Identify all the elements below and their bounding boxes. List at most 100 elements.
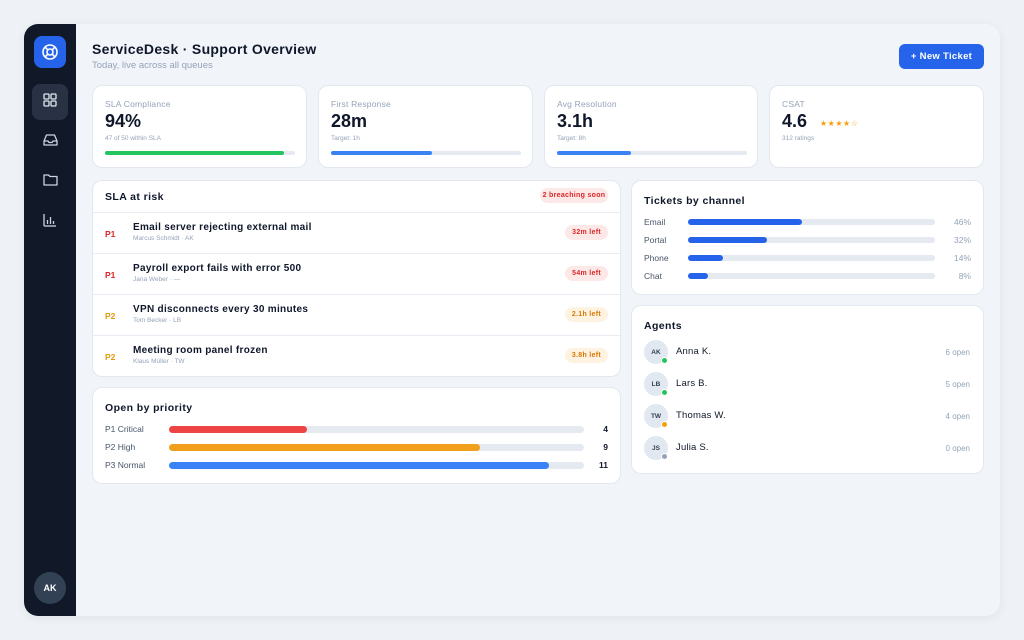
channel-percent: 14% [953, 253, 971, 263]
ticket-title: VPN disconnects every 30 minutes [133, 304, 309, 315]
kpi-value: 94% [105, 111, 142, 131]
channel-label: Email [644, 217, 666, 227]
sidebar-item-folders[interactable] [32, 164, 68, 200]
agent-open-count: 6 open [945, 348, 970, 357]
open-by-priority-card: Open by priority P1 Critical 4 P2 High 9… [92, 387, 621, 484]
app-window: AK ServiceDesk · Support Overview Today,… [24, 24, 1000, 616]
status-dot [661, 421, 668, 428]
kpi-subtext: 312 ratings [782, 135, 815, 142]
kpi-subtext: 47 of 50 within SLA [105, 135, 162, 142]
priority-row-label: P3 Normal [105, 460, 146, 470]
page-subtitle: Today, live across all queues [92, 60, 213, 71]
priority-label: P1 [105, 270, 116, 280]
kpi-card-avg-resolution: Avg Resolution 3.1h Target: 8h [544, 85, 758, 168]
channel-bar-track [688, 273, 935, 279]
priority-bar-fill [169, 444, 481, 451]
card-title: SLA at risk [105, 191, 164, 203]
sidebar-item-inbox[interactable] [32, 124, 68, 160]
agent-name: Lars B. [676, 378, 708, 389]
folder-icon [42, 173, 58, 191]
agent-row[interactable]: TW Thomas W. 4 open [632, 402, 982, 430]
agent-open-count: 4 open [945, 412, 970, 421]
priority-count: 11 [599, 460, 608, 470]
agent-row[interactable]: AK Anna K. 6 open [632, 338, 982, 366]
sla-ticket-row[interactable]: P1 Payroll export fails with error 500 J… [93, 253, 620, 294]
card-title: Tickets by channel [644, 195, 745, 207]
ticket-title: Meeting room panel frozen [133, 345, 268, 356]
agent-row[interactable]: LB Lars B. 5 open [632, 370, 982, 398]
agent-name: Thomas W. [676, 410, 726, 421]
kpi-card-csat: CSAT 4.6 ★★★★☆ 312 ratings [769, 85, 984, 168]
kpi-value: 3.1h [557, 111, 594, 131]
inbox-icon [42, 133, 58, 152]
grid-icon [43, 92, 57, 112]
kpi-progress-track [557, 151, 747, 155]
channel-bar-fill [688, 219, 802, 225]
main-content: ServiceDesk · Support Overview Today, li… [76, 24, 1000, 616]
channel-label: Portal [644, 235, 667, 245]
agent-name: Anna K. [676, 346, 712, 357]
agent-open-count: 5 open [945, 380, 970, 389]
new-ticket-button[interactable]: + New Ticket [899, 44, 984, 69]
time-left-badge: 2.1h left [564, 307, 608, 322]
ticket-meta: Tom Becker · LB [133, 317, 182, 324]
ticket-meta: Marcus Schmidt · AK [133, 235, 194, 242]
tickets-by-channel-card: Tickets by channel Email 46% Portal 32% … [631, 180, 984, 295]
sla-ticket-row[interactable]: P2 VPN disconnects every 30 minutes Tom … [93, 294, 620, 335]
status-dot [661, 357, 668, 364]
priority-bar-fill [169, 462, 550, 469]
ticket-meta: Jana Weber · — [133, 276, 181, 283]
sla-ticket-row[interactable]: P2 Meeting room panel frozen Klaus Mülle… [93, 335, 620, 376]
time-left-badge: 32m left [565, 225, 608, 240]
channel-bar-fill [688, 273, 708, 279]
kpi-label: SLA Compliance [105, 99, 171, 109]
status-dot [661, 453, 668, 460]
priority-label: P2 [105, 352, 116, 362]
sla-at-risk-card: SLA at risk 2 breaching soon P1 Email se… [92, 180, 621, 377]
priority-count: 9 [603, 442, 608, 452]
kpi-card-sla-compliance: SLA Compliance 94% 47 of 50 within SLA [92, 85, 307, 168]
channel-bar-fill [688, 237, 768, 243]
priority-count: 4 [603, 424, 608, 434]
priority-bar-track [169, 426, 584, 433]
kpi-label: First Response [331, 99, 391, 109]
kpi-subtext: Target: 1h [331, 135, 360, 142]
agent-open-count: 0 open [945, 444, 970, 453]
card-title: Open by priority [105, 402, 193, 414]
channel-bar-track [688, 219, 935, 225]
ticket-meta: Klaus Müller · TW [133, 358, 185, 365]
sidebar-item-reports[interactable] [32, 204, 68, 240]
priority-label: P2 [105, 311, 116, 321]
priority-bar-track [169, 462, 584, 469]
channel-percent: 32% [953, 235, 971, 245]
page-title: ServiceDesk · Support Overview [92, 41, 317, 57]
ticket-title: Email server rejecting external mail [133, 222, 312, 233]
priority-row-label: P1 Critical [105, 424, 144, 434]
sla-ticket-row[interactable]: P1 Email server rejecting external mail … [93, 212, 620, 253]
kpi-label: Avg Resolution [557, 99, 617, 109]
ticket-title: Payroll export fails with error 500 [133, 263, 302, 274]
channel-percent: 8% [958, 271, 971, 281]
card-title: Agents [644, 320, 682, 332]
kpi-label: CSAT [782, 99, 805, 109]
user-avatar[interactable]: AK [34, 572, 66, 604]
kpi-value: 4.6 [782, 111, 808, 131]
kpi-card-first-response: First Response 28m Target: 1h [318, 85, 533, 168]
kpi-subtext: Target: 8h [557, 135, 586, 142]
kpi-value: 28m [331, 111, 368, 131]
kpi-progress-fill [557, 151, 632, 155]
kpi-progress-fill [331, 151, 432, 155]
lifebuoy-logo-icon[interactable] [34, 36, 66, 68]
channel-label: Phone [644, 253, 669, 263]
priority-bar-fill [169, 426, 308, 433]
star-rating-icon: ★★★★☆ [820, 119, 859, 128]
channel-bar-track [688, 255, 935, 261]
kpi-progress-track [105, 151, 295, 155]
channel-label: Chat [644, 271, 662, 281]
status-dot [661, 389, 668, 396]
agent-row[interactable]: JS Julia S. 0 open [632, 434, 982, 462]
channel-percent: 46% [953, 217, 971, 227]
priority-row-label: P2 High [105, 442, 136, 452]
sidebar-item-dashboard[interactable] [32, 84, 68, 120]
agent-name: Julia S. [676, 442, 709, 453]
